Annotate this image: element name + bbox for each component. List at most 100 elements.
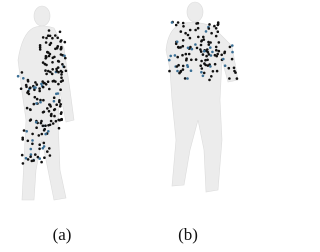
point bbox=[58, 119, 61, 122]
point bbox=[180, 30, 183, 33]
point bbox=[34, 153, 37, 156]
point bbox=[22, 77, 25, 80]
point bbox=[58, 101, 61, 104]
point bbox=[57, 66, 60, 69]
point bbox=[218, 50, 221, 53]
point bbox=[58, 127, 61, 130]
point bbox=[203, 72, 206, 75]
point bbox=[50, 113, 53, 116]
point bbox=[43, 129, 46, 132]
point bbox=[38, 148, 41, 151]
point bbox=[231, 51, 234, 54]
point bbox=[177, 64, 180, 67]
point bbox=[212, 70, 215, 73]
point bbox=[216, 53, 219, 56]
point bbox=[49, 154, 52, 157]
point bbox=[30, 148, 33, 151]
point bbox=[25, 86, 28, 89]
point bbox=[55, 103, 58, 106]
point bbox=[47, 130, 50, 133]
point bbox=[186, 77, 189, 80]
head bbox=[34, 6, 50, 26]
point bbox=[214, 63, 217, 66]
point bbox=[42, 111, 45, 114]
point bbox=[59, 31, 62, 34]
point bbox=[34, 86, 37, 89]
point bbox=[204, 64, 207, 67]
point bbox=[215, 46, 218, 49]
point bbox=[177, 21, 180, 24]
body bbox=[166, 22, 238, 192]
point bbox=[21, 71, 24, 74]
point bbox=[210, 54, 213, 57]
point bbox=[40, 120, 43, 123]
point bbox=[38, 87, 41, 90]
point-cloud-b bbox=[166, 2, 238, 192]
point bbox=[200, 71, 203, 74]
point bbox=[44, 124, 47, 127]
point bbox=[48, 55, 51, 58]
point bbox=[43, 156, 46, 159]
point bbox=[21, 137, 24, 140]
point bbox=[209, 65, 212, 68]
point bbox=[218, 41, 221, 44]
point bbox=[208, 43, 211, 46]
point bbox=[202, 53, 205, 56]
point bbox=[44, 133, 47, 136]
point bbox=[171, 21, 174, 24]
point bbox=[38, 157, 41, 160]
point bbox=[63, 66, 66, 69]
point bbox=[31, 133, 34, 136]
point bbox=[44, 57, 47, 60]
point bbox=[29, 155, 32, 158]
point bbox=[213, 25, 216, 28]
point bbox=[17, 75, 20, 78]
point bbox=[59, 88, 62, 91]
point bbox=[41, 133, 44, 136]
point bbox=[185, 59, 188, 62]
point bbox=[200, 44, 203, 47]
point bbox=[34, 96, 37, 99]
point bbox=[55, 93, 58, 96]
point bbox=[207, 64, 210, 67]
page: (a) (b) (() => { const data = JSON.parse… bbox=[0, 0, 249, 252]
point bbox=[44, 69, 47, 72]
point bbox=[204, 59, 207, 62]
point bbox=[202, 36, 205, 39]
point bbox=[185, 53, 188, 56]
point bbox=[53, 100, 56, 103]
point bbox=[51, 37, 54, 40]
point bbox=[60, 80, 63, 83]
point bbox=[64, 57, 67, 60]
point bbox=[50, 120, 53, 123]
head bbox=[187, 2, 203, 22]
point bbox=[231, 58, 234, 61]
point bbox=[195, 58, 198, 61]
point bbox=[22, 162, 25, 165]
point bbox=[30, 118, 33, 121]
point bbox=[51, 73, 54, 76]
point bbox=[21, 154, 24, 157]
point bbox=[35, 121, 38, 124]
point bbox=[48, 103, 51, 106]
point bbox=[191, 48, 194, 51]
point bbox=[194, 29, 197, 32]
point bbox=[209, 46, 212, 49]
point bbox=[48, 147, 51, 150]
point bbox=[25, 130, 28, 133]
point bbox=[42, 61, 45, 64]
point bbox=[48, 29, 51, 32]
point bbox=[31, 160, 34, 163]
point bbox=[175, 24, 178, 27]
point bbox=[215, 49, 218, 52]
point bbox=[43, 142, 46, 145]
panel-label: (b) bbox=[178, 225, 198, 244]
point bbox=[202, 75, 205, 78]
point bbox=[42, 86, 45, 89]
point bbox=[205, 55, 208, 58]
point bbox=[187, 65, 190, 68]
point bbox=[187, 47, 190, 50]
point bbox=[176, 70, 179, 73]
point bbox=[168, 70, 171, 73]
point bbox=[40, 83, 43, 86]
